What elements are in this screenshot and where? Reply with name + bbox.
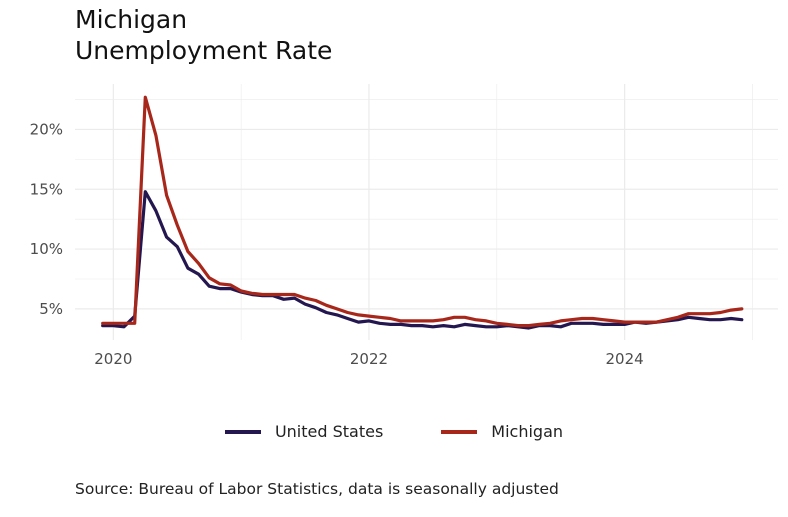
x-tick-label: 2020 <box>94 350 132 368</box>
y-tick-label: 10% <box>30 240 63 258</box>
legend: United States Michigan <box>0 422 788 441</box>
chart-title-line-1: Michigan <box>75 5 188 34</box>
y-tick-label: 20% <box>30 120 63 138</box>
legend-item-united-states: United States <box>224 422 384 441</box>
line-chart: 5% 10% 15% 20% 2020 2022 2024 <box>30 84 778 368</box>
legend-swatch-united-states <box>224 429 261 434</box>
y-tick-label: 5% <box>39 300 63 318</box>
legend-item-michigan: Michigan <box>441 422 563 441</box>
source-note: Source: Bureau of Labor Statistics, data… <box>75 480 559 498</box>
x-tick-label: 2024 <box>606 350 644 368</box>
y-tick-label: 15% <box>30 180 63 198</box>
series-line-united-states <box>101 190 744 330</box>
chart-title: Michigan Unemployment Rate <box>75 4 332 66</box>
legend-label-united-states: United States <box>274 422 384 441</box>
x-tick-label: 2022 <box>350 350 388 368</box>
legend-swatch-michigan <box>441 429 478 434</box>
chart-title-line-2: Unemployment Rate <box>75 36 333 65</box>
legend-label-michigan: Michigan <box>491 422 564 441</box>
series-line-michigan <box>101 95 744 328</box>
